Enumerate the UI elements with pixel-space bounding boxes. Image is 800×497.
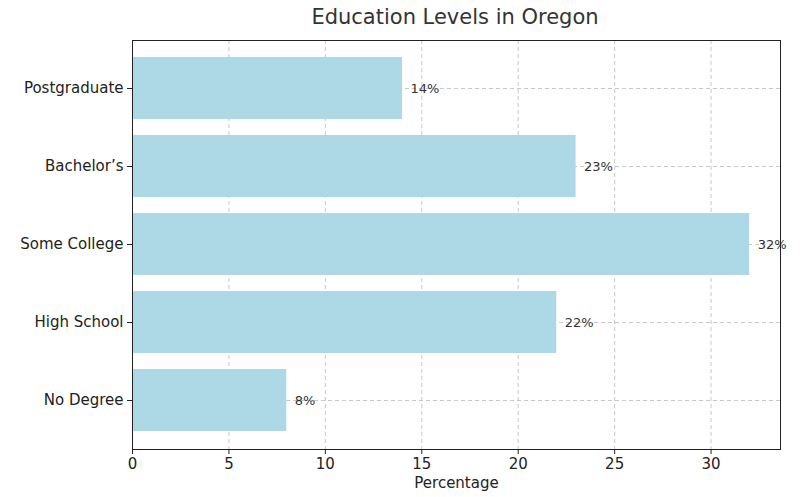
svg-text:20: 20: [509, 455, 528, 473]
svg-text:23%: 23%: [584, 159, 613, 174]
svg-text:10: 10: [316, 455, 335, 473]
svg-text:22%: 22%: [565, 315, 594, 330]
svg-text:No Degree: No Degree: [44, 391, 124, 409]
svg-text:25: 25: [605, 455, 624, 473]
svg-text:Bachelor’s: Bachelor’s: [45, 157, 124, 175]
svg-text:14%: 14%: [411, 81, 440, 96]
svg-text:0: 0: [128, 455, 138, 473]
svg-text:Some College: Some College: [20, 235, 123, 253]
svg-text:8%: 8%: [295, 393, 316, 408]
svg-text:Postgraduate: Postgraduate: [24, 79, 124, 97]
svg-text:32%: 32%: [758, 237, 787, 252]
svg-text:5: 5: [224, 455, 234, 473]
svg-text:Percentage: Percentage: [414, 474, 498, 492]
html-text:Education Levels in Oregon: Education Levels in Oregon: [311, 5, 599, 29]
svg-text:30: 30: [702, 455, 721, 473]
svg-text:15: 15: [412, 455, 431, 473]
svg-text:High School: High School: [34, 313, 123, 331]
